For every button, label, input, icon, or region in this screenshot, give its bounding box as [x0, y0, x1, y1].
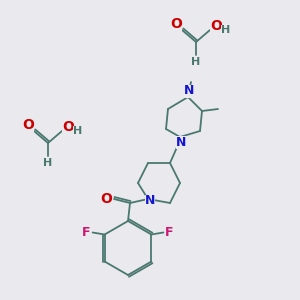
Text: N: N	[184, 85, 194, 98]
Text: N: N	[145, 194, 155, 208]
Text: O: O	[22, 118, 34, 132]
Text: H: H	[191, 57, 201, 67]
Text: N: N	[176, 136, 186, 148]
Text: O: O	[210, 19, 222, 33]
Text: O: O	[100, 192, 112, 206]
Text: H: H	[44, 158, 52, 168]
Text: O: O	[170, 17, 182, 31]
Text: F: F	[165, 226, 174, 239]
Text: F: F	[82, 226, 91, 239]
Text: O: O	[62, 120, 74, 134]
Text: H: H	[74, 126, 82, 136]
Text: H: H	[221, 25, 231, 35]
